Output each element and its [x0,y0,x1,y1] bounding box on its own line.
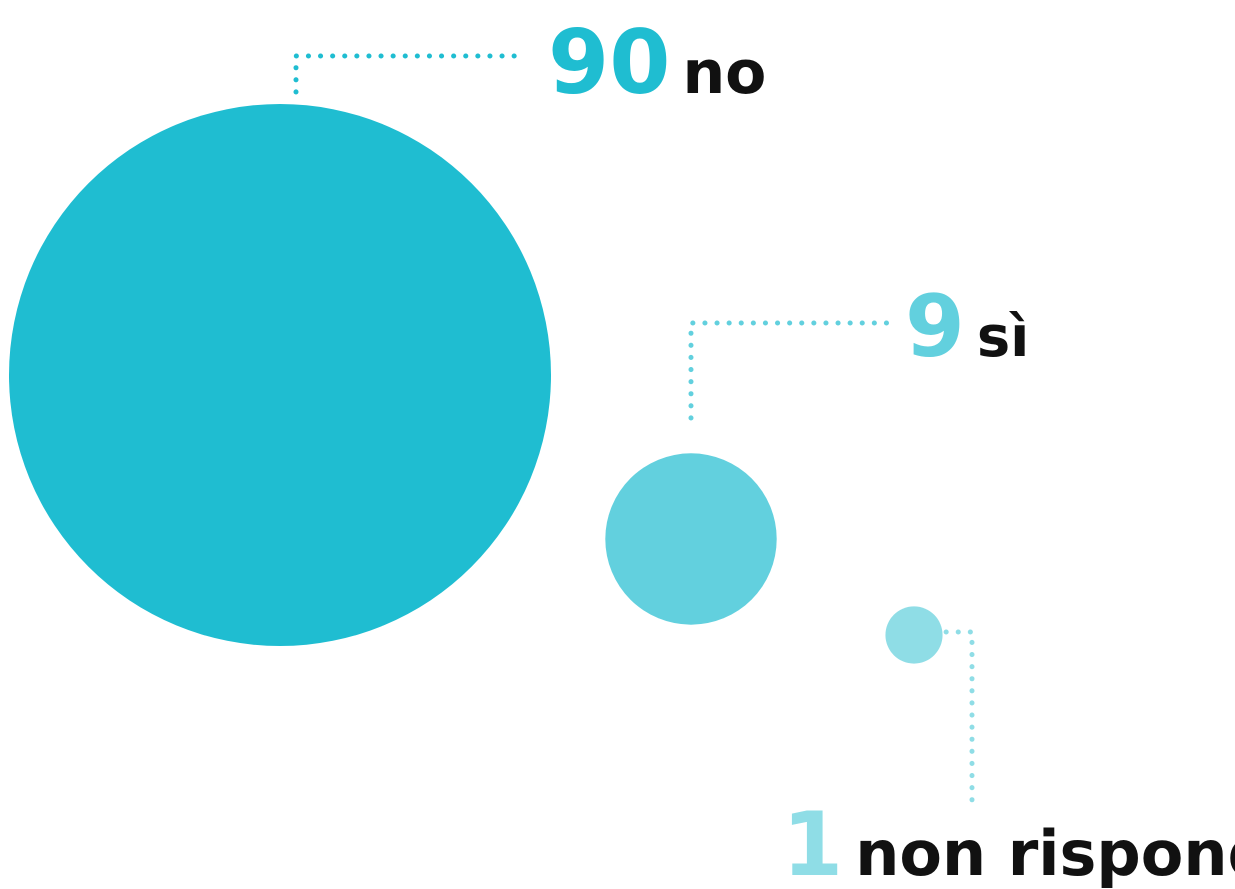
bubble-label-s: 9 sì [905,277,1029,377]
bubble-s [605,453,777,625]
leader-line-non-risponde [931,629,975,806]
category-label-non-risponde: non risponde [855,817,1235,889]
category-label-no: no [682,38,766,108]
bubble-label-no: 90 no [548,11,766,114]
bubble-no [9,104,551,646]
bubble-non-risponde [885,606,943,664]
value-label-s: 9 [905,277,965,377]
leader-line-no [293,53,525,95]
category-label-s: sì [977,305,1030,370]
leader-line-s [688,320,898,421]
value-label-non-risponde: 1 [782,793,843,889]
value-label-no: 90 [548,11,670,114]
